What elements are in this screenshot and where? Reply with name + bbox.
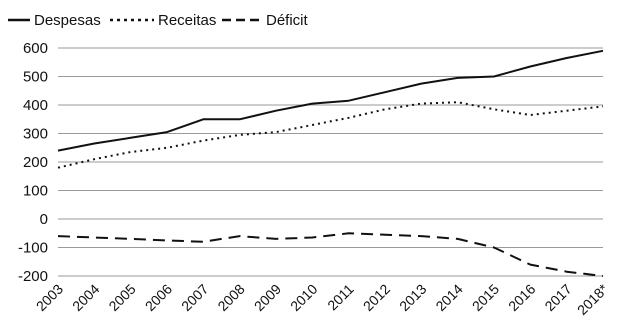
y-tick-label: -100 xyxy=(18,240,48,257)
grid-lines xyxy=(58,47,603,277)
series-lines xyxy=(57,49,604,277)
x-tick-label: 2008 xyxy=(214,281,247,314)
y-tick-label: 400 xyxy=(23,97,48,114)
legend: Despesas Receitas Déficit xyxy=(8,12,309,29)
x-tick-label: 2009 xyxy=(251,281,284,314)
y-tick-label: 500 xyxy=(23,69,48,86)
x-tick-label: 2013 xyxy=(396,281,429,314)
legend-label: Déficit xyxy=(266,12,309,29)
series-line-solid xyxy=(57,49,604,152)
x-tick-label: 2015 xyxy=(469,281,502,314)
legend-label: Receitas xyxy=(158,12,216,29)
y-tick-label: 0 xyxy=(40,211,48,228)
y-axis-ticks: 600 500 400 300 200 100 0 -100 -200 xyxy=(18,40,48,285)
x-tick-label: 2018* xyxy=(574,280,612,318)
x-tick-label: 2017 xyxy=(541,281,574,314)
y-tick-label: -200 xyxy=(18,268,48,285)
y-tick-label: 600 xyxy=(23,40,48,57)
x-tick-label: 2012 xyxy=(360,281,393,314)
x-tick-label: 2003 xyxy=(33,281,66,314)
x-axis-ticks: 2003 2004 2005 2006 2007 2008 2009 2010 2011 2012… xyxy=(33,280,612,318)
series-line-dotted xyxy=(57,101,604,169)
legend-label: Despesas xyxy=(34,12,101,29)
x-tick-label: 2007 xyxy=(178,281,211,314)
x-tick-label: 2016 xyxy=(505,281,538,314)
x-tick-label: 2010 xyxy=(287,281,320,314)
x-tick-label: 2005 xyxy=(105,281,138,314)
x-tick-label: 2014 xyxy=(432,281,465,314)
x-tick-label: 2004 xyxy=(69,281,102,314)
x-tick-label: 2006 xyxy=(142,281,175,314)
y-tick-label: 200 xyxy=(23,154,48,171)
series-line-dashed xyxy=(57,232,604,277)
y-tick-label: 100 xyxy=(23,183,48,200)
x-tick-label: 2011 xyxy=(324,281,357,314)
y-tick-label: 300 xyxy=(23,126,48,143)
